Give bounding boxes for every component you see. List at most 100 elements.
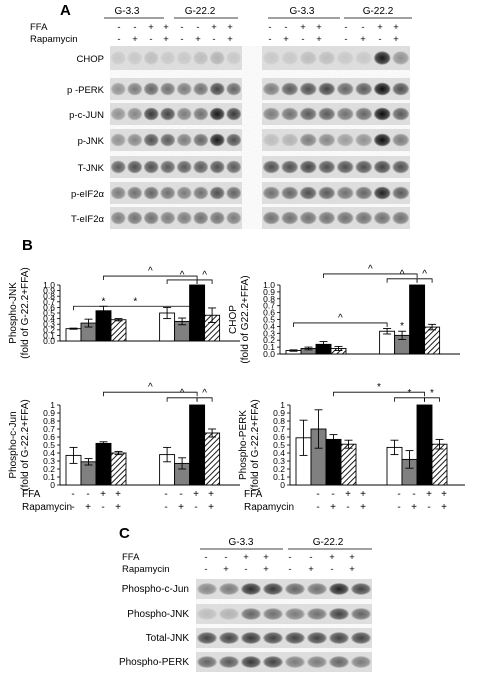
a-ffa-sign: + [300,22,306,33]
bar [409,284,426,355]
blot-band [160,186,176,200]
a-ffa-sign: + [211,22,217,33]
blot-band [281,51,299,65]
blot-band [373,107,391,121]
blot-band [285,583,305,595]
blot-row-a-left [110,207,242,229]
blot-strip [110,207,242,229]
y-axis-label: Phospho-c-Jun [8,411,19,478]
blot-row-a-left [110,46,242,70]
significance-mark: * [102,296,106,307]
blot-band [329,632,349,644]
c-rapamycin-sign: + [223,564,229,575]
chart-2: 0.00.10.20.30.40.50.60.70.80.91.0 CHOP (fo… [228,264,460,364]
blot-band [127,186,143,200]
blot-row-a-right [262,46,410,70]
blot-label-a: p-JNK [78,136,105,147]
significance-mark: * [400,321,404,332]
blot-band [143,160,159,174]
b-ffa-sign: + [100,489,106,500]
bar [325,438,342,486]
blot-band [299,51,317,65]
blot-band [143,82,159,96]
c-rapamycin-sign: - [244,564,247,575]
b-ffa-sign: - [412,489,415,500]
blot-band [219,632,239,644]
blot-band [209,107,225,121]
y-tick-label: 0.1 [263,342,275,352]
b-ffa-sign: + [193,489,199,500]
y-axis-label-2: (fold of G-22.2+FFA) [250,399,261,490]
blot-band [241,656,261,668]
y-tick-label: 0 [280,480,285,490]
y-tick-label: 0.3 [273,456,285,466]
blot-band [263,608,283,620]
blot-band [209,133,225,147]
significance-mark: ^ [180,270,185,281]
group-label-g33-a-right: G-3.3 [289,6,314,17]
blot-band [262,82,280,96]
blot-band [226,82,242,96]
blot-band [226,186,242,200]
significance-mark: * [408,388,412,399]
blot-band [299,133,317,147]
significance-mark: ^ [180,388,185,399]
blot-band [110,186,126,200]
a-rapamycin-sign: - [180,34,183,45]
blot-band [226,133,242,147]
b-ffa-sign: + [115,489,121,500]
a-ffa-sign: + [377,22,383,33]
significance-bracket [333,391,425,397]
blot-band [143,107,159,121]
blot-band [373,211,391,225]
b-rapamycin-sign: + [115,502,121,513]
blot-band [176,160,192,174]
bar [110,319,127,342]
y-tick-label: 0.1 [43,330,55,340]
blot-band [262,186,280,200]
y-tick-label: 0.5 [43,308,55,318]
y-tick-label: 0.7 [273,424,285,434]
panel-a-label: A [60,2,71,19]
b-ffa-sign: + [426,489,432,500]
y-tick-label: 0.1 [273,472,285,482]
y-tick-label: 0.7 [263,301,275,311]
ffa-label-c: FFA [122,552,140,563]
a-rapamycin-sign: + [316,34,322,45]
significance-mark: ^ [202,270,207,281]
blot-band [392,82,410,96]
blot-band [318,82,336,96]
b-rapamycin-sign: + [411,502,417,513]
blot-band [373,186,391,200]
c-ffa-sign: - [288,552,291,563]
significance-mark: ^ [338,313,343,324]
ffa-label-b-right: FFA [244,489,263,500]
bar [95,442,112,486]
blot-band [127,133,143,147]
rapamycin-label-a: Rapamycin [30,34,78,45]
blot-band [285,656,305,668]
b-ffa-sign: - [316,489,319,500]
blot-band [197,608,217,620]
blot-band [241,632,261,644]
blot-strip [110,156,242,178]
y-tick-label: 0.9 [263,287,275,297]
blot-band [299,107,317,121]
a-ffa-sign: - [180,22,183,33]
y-tick-label: 0.0 [263,349,275,359]
blot-band [110,160,126,174]
blot-band [336,186,354,200]
a-rapamycin-sign: - [378,34,381,45]
blot-band [281,107,299,121]
blot-band [318,211,336,225]
blot-label-a: p -PERK [67,85,105,96]
blot-band [263,656,283,668]
blot-band [299,186,317,200]
y-tick-label: 0.7 [43,297,55,307]
blot-band [373,133,391,147]
blot-band [241,583,261,595]
b-ffa-sign: + [441,489,447,500]
c-rapamycin-sign: - [204,564,207,575]
blot-label-c: Total-JNK [146,633,190,644]
chart-3: 00.10.20.30.40.50.60.70.80.91 Phospho-c-J… [8,382,240,491]
